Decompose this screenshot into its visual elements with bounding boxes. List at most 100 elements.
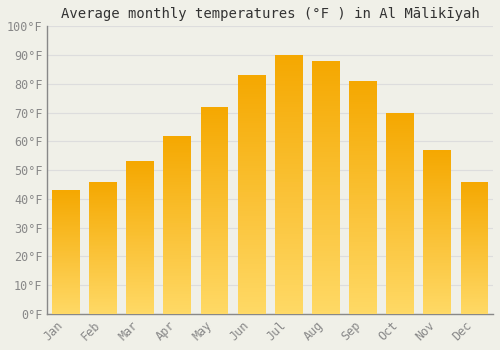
Bar [89,188,117,190]
Bar [275,247,302,249]
Bar [424,247,452,248]
Bar [424,276,452,278]
Bar [460,191,488,192]
Bar [52,310,80,312]
Bar [89,244,117,245]
Bar [126,210,154,212]
Bar [89,231,117,232]
Bar [349,188,377,190]
Bar [52,282,80,283]
Bar [164,161,192,162]
Bar [424,206,452,207]
Bar [424,242,452,243]
Bar [424,237,452,238]
Bar [386,229,414,231]
Bar [89,229,117,231]
Bar [200,152,228,154]
Bar [164,135,192,137]
Bar [89,280,117,281]
Bar [126,212,154,213]
Bar [52,301,80,303]
Bar [238,180,266,183]
Bar [386,175,414,177]
Bar [349,221,377,223]
Bar [312,205,340,208]
Bar [386,127,414,129]
Bar [349,102,377,104]
Bar [126,181,154,183]
Bar [126,302,154,303]
Bar [424,261,452,263]
Bar [275,146,302,148]
Bar [312,76,340,78]
Bar [89,226,117,228]
Bar [424,266,452,268]
Bar [460,231,488,232]
Bar [424,278,452,279]
Bar [460,225,488,226]
Bar [52,225,80,226]
Bar [200,208,228,210]
Bar [275,249,302,252]
Bar [386,219,414,221]
Bar [238,104,266,106]
Bar [386,139,414,141]
Bar [312,132,340,134]
Bar [275,208,302,210]
Bar [52,307,80,308]
Bar [460,258,488,260]
Bar [200,272,228,274]
Bar [386,260,414,261]
Bar [275,283,302,285]
Bar [164,216,192,218]
Bar [386,233,414,235]
Bar [200,293,228,295]
Bar [126,201,154,203]
Bar [424,160,452,161]
Bar [349,298,377,300]
Bar [312,200,340,203]
Bar [349,169,377,172]
Bar [164,264,192,266]
Bar [460,184,488,186]
Bar [312,71,340,74]
Bar [126,247,154,248]
Bar [349,120,377,123]
Bar [238,106,266,108]
Bar [275,179,302,182]
Bar [52,235,80,236]
Bar [164,164,192,166]
Bar [126,270,154,271]
Bar [164,228,192,230]
Bar [275,112,302,114]
Bar [164,153,192,155]
Bar [238,130,266,132]
Bar [312,89,340,91]
Bar [200,146,228,148]
Bar [275,309,302,311]
Bar [386,211,414,213]
Bar [312,134,340,137]
Bar [386,201,414,203]
Bar [460,287,488,289]
Bar [126,279,154,280]
Bar [424,245,452,247]
Bar [349,256,377,258]
Bar [460,306,488,307]
Bar [424,248,452,250]
Bar [424,207,452,209]
Bar [238,90,266,92]
Bar [460,232,488,233]
Bar [424,165,452,166]
Bar [52,204,80,205]
Bar [126,223,154,224]
Bar [424,235,452,237]
Bar [424,183,452,184]
Bar [349,274,377,277]
Bar [52,261,80,262]
Bar [275,104,302,107]
Bar [238,252,266,254]
Bar [52,217,80,219]
Bar [89,211,117,212]
Bar [238,261,266,264]
